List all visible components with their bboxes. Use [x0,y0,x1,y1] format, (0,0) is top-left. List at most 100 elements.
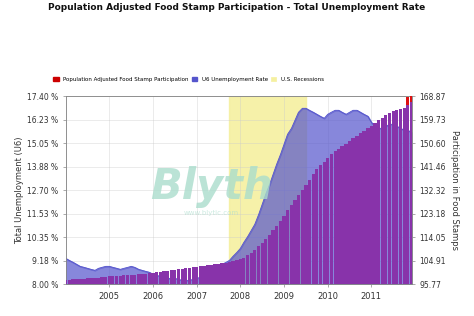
Bar [250,253,253,284]
Bar [228,262,231,284]
Bar [402,107,406,284]
Bar [410,92,413,102]
Bar [257,246,260,284]
Bar [181,269,184,284]
Bar [220,263,224,284]
Bar [191,267,195,284]
Bar [126,275,129,284]
Bar [210,265,213,284]
Bar [64,280,67,284]
Bar [246,255,249,284]
Bar [384,115,387,284]
Bar [224,263,228,284]
Bar [381,118,384,284]
Bar [345,143,348,284]
Bar [406,97,409,105]
Bar [366,128,370,284]
Bar [133,275,137,284]
Bar [115,276,118,284]
Bar [290,205,293,284]
Bar [326,158,329,284]
Bar [151,273,155,284]
Bar [242,258,246,284]
Bar [122,275,126,284]
Bar [188,268,191,284]
Bar [293,200,297,284]
Bar [272,230,275,284]
Bar [170,270,173,284]
Bar [279,221,282,284]
Text: www.blytic.com: www.blytic.com [183,210,238,216]
Bar [206,265,209,284]
Bar [362,131,365,284]
Bar [213,264,217,284]
Bar [148,273,151,284]
Bar [90,278,92,284]
Bar [395,110,398,284]
Bar [359,133,362,284]
Bar [72,279,75,284]
Y-axis label: Participation in Food Stamps: Participation in Food Stamps [450,130,459,250]
Bar [75,279,78,284]
Bar [275,226,278,284]
Bar [337,149,340,284]
Bar [340,146,344,284]
Bar [377,120,381,284]
Bar [108,276,111,284]
Bar [348,141,351,284]
Bar [304,185,308,284]
Bar [356,136,359,284]
Bar [406,105,409,284]
Bar [140,274,144,284]
Bar [137,274,140,284]
Text: Blyth: Blyth [150,166,272,208]
Bar [312,174,315,284]
Bar [118,276,122,284]
Bar [155,272,158,284]
Bar [329,154,333,284]
Bar [82,279,86,284]
Bar [373,123,376,284]
Bar [399,109,402,284]
Bar [104,277,108,284]
Bar [323,161,326,284]
Bar [410,102,413,284]
Bar [388,113,392,284]
Bar [129,275,133,284]
Bar [100,277,103,284]
Bar [93,278,97,284]
Bar [351,138,355,284]
Bar [315,169,319,284]
Bar [202,266,206,284]
Bar [239,259,242,284]
Bar [286,210,289,284]
Bar [229,96,306,284]
Bar [166,271,169,284]
Bar [86,278,89,284]
Bar [283,216,286,284]
Bar [217,264,220,284]
Bar [111,276,115,284]
Bar [370,125,373,284]
Y-axis label: Total Unemployment (U6): Total Unemployment (U6) [15,137,24,244]
Bar [144,274,147,284]
Bar [97,277,100,284]
Bar [78,279,82,284]
Legend: Population Adjusted Food Stamp Participation, U6 Unemployment Rate, U.S. Recessi: Population Adjusted Food Stamp Participa… [51,75,326,84]
Bar [253,250,256,284]
Bar [235,260,238,284]
Bar [195,267,198,284]
Bar [308,179,311,284]
Bar [159,272,162,284]
Bar [392,112,395,284]
Bar [261,243,264,284]
Bar [264,239,267,284]
Bar [173,270,176,284]
Bar [319,165,322,284]
Bar [301,190,304,284]
Bar [184,268,187,284]
Bar [67,280,71,284]
Bar [231,261,235,284]
Text: Population Adjusted Food Stamp Participation - Total Unemployment Rate: Population Adjusted Food Stamp Participa… [48,3,426,12]
Bar [162,271,165,284]
